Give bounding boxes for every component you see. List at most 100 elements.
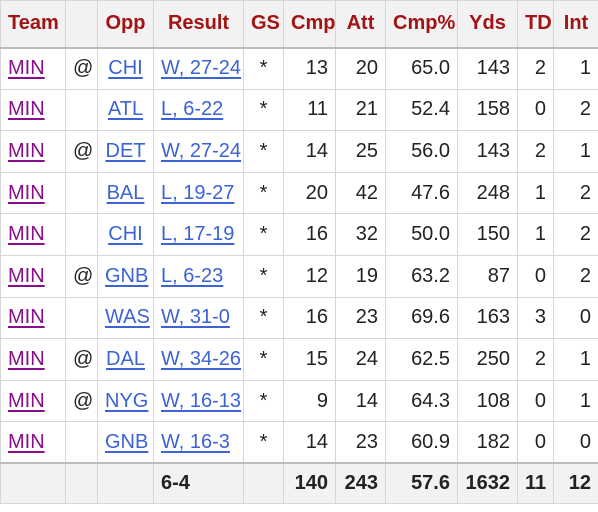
team-link[interactable]: MIN bbox=[8, 389, 45, 412]
team-link[interactable]: MIN bbox=[8, 430, 45, 453]
location-cell: @ bbox=[65, 254, 98, 298]
result-link[interactable]: W, 27-24 bbox=[161, 139, 242, 162]
location-cell bbox=[65, 421, 98, 464]
games-started-cell: * bbox=[243, 213, 284, 256]
cmp-cell: 9 bbox=[283, 379, 336, 423]
cmp-cell: 14 bbox=[283, 130, 336, 173]
yds-cell: 143 bbox=[457, 47, 518, 90]
game-row: MIN GNB W, 16-3 * 14 23 60.9 182 0 0 bbox=[0, 421, 598, 464]
game-row: MIN @ DAL W, 34-26 * 15 24 62.5 250 2 1 bbox=[0, 338, 598, 381]
result-link[interactable]: W, 16-13 bbox=[161, 389, 242, 412]
result-link[interactable]: W, 27-24 bbox=[161, 57, 242, 80]
opponent-link[interactable]: WAS bbox=[105, 306, 150, 329]
opponent-link[interactable]: CHI bbox=[108, 223, 143, 246]
location-cell bbox=[65, 213, 98, 256]
cmp-cell: 20 bbox=[283, 171, 336, 215]
team-link[interactable]: MIN bbox=[8, 139, 45, 162]
opponent-link[interactable]: ATL bbox=[107, 98, 144, 121]
cmp-cell: 16 bbox=[283, 296, 336, 340]
location-cell: @ bbox=[65, 130, 98, 173]
header-opp[interactable]: Opp bbox=[97, 0, 154, 49]
result-link[interactable]: W, 31-0 bbox=[161, 306, 230, 329]
team-link[interactable]: MIN bbox=[8, 306, 45, 329]
header-cmp[interactable]: Cmp bbox=[283, 0, 336, 49]
opponent-link[interactable]: BAL bbox=[106, 181, 145, 204]
att-cell: 23 bbox=[335, 421, 386, 464]
opponent-link[interactable]: DAL bbox=[106, 347, 145, 370]
header-yds[interactable]: Yds bbox=[457, 0, 518, 49]
cmp-cell: 15 bbox=[283, 338, 336, 381]
int-cell: 2 bbox=[553, 171, 598, 215]
td-cell: 2 bbox=[517, 130, 554, 173]
att-cell: 14 bbox=[335, 379, 386, 423]
td-cell: 2 bbox=[517, 47, 554, 90]
header-gs[interactable]: GS bbox=[243, 0, 284, 49]
cmp-pct-cell: 52.4 bbox=[385, 88, 458, 132]
yds-cell: 143 bbox=[457, 130, 518, 173]
cmp-pct-cell: 56.0 bbox=[385, 130, 458, 173]
header-td[interactable]: TD bbox=[517, 0, 554, 49]
totals-td: 11 bbox=[517, 462, 554, 504]
int-cell: 2 bbox=[553, 254, 598, 298]
games-started-cell: * bbox=[243, 88, 284, 132]
td-cell: 2 bbox=[517, 338, 554, 381]
opponent-link[interactable]: NYG bbox=[105, 389, 149, 412]
result-link[interactable]: L, 17-19 bbox=[161, 223, 235, 246]
team-link[interactable]: MIN bbox=[8, 347, 45, 370]
team-link[interactable]: MIN bbox=[8, 264, 45, 287]
opponent-link[interactable]: DET bbox=[105, 139, 146, 162]
result-link[interactable]: L, 6-23 bbox=[161, 264, 224, 287]
header-team[interactable]: Team bbox=[0, 0, 66, 49]
totals-cmp: 140 bbox=[283, 462, 336, 504]
result-link[interactable]: L, 6-22 bbox=[161, 98, 224, 121]
game-row: MIN @ DET W, 27-24 * 14 25 56.0 143 2 1 bbox=[0, 130, 598, 173]
cmp-pct-cell: 60.9 bbox=[385, 421, 458, 464]
location-cell: @ bbox=[65, 379, 98, 423]
game-row: MIN ATL L, 6-22 * 11 21 52.4 158 0 2 bbox=[0, 88, 598, 132]
int-cell: 0 bbox=[553, 296, 598, 340]
games-started-cell: * bbox=[243, 421, 284, 464]
int-cell: 1 bbox=[553, 379, 598, 423]
int-cell: 1 bbox=[553, 130, 598, 173]
location-cell bbox=[65, 171, 98, 215]
int-cell: 2 bbox=[553, 213, 598, 256]
header-att[interactable]: Att bbox=[335, 0, 386, 49]
cmp-pct-cell: 50.0 bbox=[385, 213, 458, 256]
totals-gs-cell bbox=[243, 462, 284, 504]
header-int[interactable]: Int bbox=[553, 0, 598, 49]
header-cmp-pct[interactable]: Cmp% bbox=[385, 0, 458, 49]
games-started-cell: * bbox=[243, 171, 284, 215]
game-row: MIN @ CHI W, 27-24 * 13 20 65.0 143 2 1 bbox=[0, 47, 598, 90]
result-link[interactable]: W, 16-3 bbox=[161, 430, 230, 453]
opponent-link[interactable]: CHI bbox=[108, 57, 143, 80]
yds-cell: 248 bbox=[457, 171, 518, 215]
td-cell: 0 bbox=[517, 88, 554, 132]
cmp-pct-cell: 63.2 bbox=[385, 254, 458, 298]
td-cell: 0 bbox=[517, 254, 554, 298]
team-link[interactable]: MIN bbox=[8, 57, 45, 80]
td-cell: 0 bbox=[517, 421, 554, 464]
td-cell: 3 bbox=[517, 296, 554, 340]
cmp-cell: 11 bbox=[283, 88, 336, 132]
yds-cell: 250 bbox=[457, 338, 518, 381]
cmp-cell: 16 bbox=[283, 213, 336, 256]
result-link[interactable]: L, 19-27 bbox=[161, 181, 235, 204]
result-link[interactable]: W, 34-26 bbox=[161, 347, 242, 370]
totals-record: 6-4 bbox=[153, 462, 244, 504]
att-cell: 42 bbox=[335, 171, 386, 215]
team-link[interactable]: MIN bbox=[8, 98, 45, 121]
team-link[interactable]: MIN bbox=[8, 181, 45, 204]
cmp-pct-cell: 47.6 bbox=[385, 171, 458, 215]
opponent-link[interactable]: GNB bbox=[105, 264, 149, 287]
yds-cell: 182 bbox=[457, 421, 518, 464]
int-cell: 0 bbox=[553, 421, 598, 464]
header-result[interactable]: Result bbox=[153, 0, 244, 49]
team-link[interactable]: MIN bbox=[8, 223, 45, 246]
totals-att: 243 bbox=[335, 462, 386, 504]
cmp-cell: 12 bbox=[283, 254, 336, 298]
td-cell: 0 bbox=[517, 379, 554, 423]
game-row: MIN @ NYG W, 16-13 * 9 14 64.3 108 0 1 bbox=[0, 379, 598, 423]
opponent-link[interactable]: GNB bbox=[105, 430, 149, 453]
att-cell: 21 bbox=[335, 88, 386, 132]
